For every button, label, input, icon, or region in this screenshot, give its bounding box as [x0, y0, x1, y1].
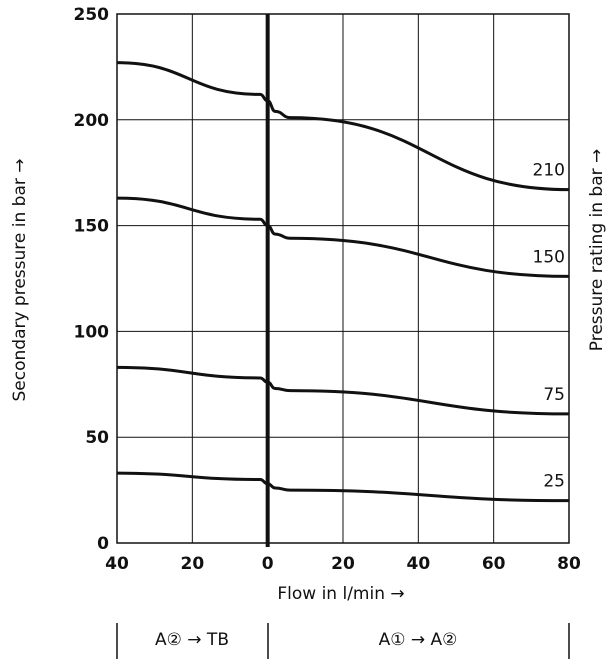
- y-axis-label: Secondary pressure in bar →: [10, 158, 30, 401]
- direction-label-forward: A① → A②: [379, 630, 458, 650]
- series-labels: 210 150 75 25: [533, 161, 565, 492]
- x-tick-labels: 40 20 0 20 40 60 80: [105, 554, 581, 574]
- series-line-210: [116, 61, 570, 192]
- grid-lines: [117, 14, 569, 543]
- direction-label-reverse: A② → TB: [155, 630, 229, 650]
- y-tick-label: 50: [85, 428, 109, 448]
- x-tick-label: 20: [180, 554, 204, 574]
- y-tick-label: 250: [74, 5, 110, 25]
- y-tick-label: 200: [74, 111, 110, 131]
- series-line-75: [116, 365, 570, 416]
- series-label-150: 150: [533, 247, 565, 267]
- x-tick-label: 20: [331, 554, 355, 574]
- series-label-25: 25: [543, 472, 565, 492]
- x-tick-label: 80: [557, 554, 581, 574]
- x-tick-label: 60: [482, 554, 506, 574]
- series-line-25: [116, 471, 570, 503]
- y-tick-label: 150: [74, 217, 110, 237]
- y-tick-label: 100: [74, 322, 110, 342]
- series-label-210: 210: [533, 161, 565, 181]
- x-tick-label: 0: [262, 554, 274, 574]
- flow-direction-row: A② → TB A① → A②: [116, 623, 570, 659]
- y-tick-labels: 0 50 100 150 200 250: [74, 5, 110, 554]
- y-tick-label: 0: [97, 534, 109, 554]
- series-label-75: 75: [543, 385, 565, 405]
- secondary-y-axis-label: Pressure rating in bar →: [587, 149, 607, 352]
- x-axis-label: Flow in l/min →: [277, 584, 404, 604]
- series-lines: [116, 61, 570, 503]
- plot-frame: [116, 13, 570, 544]
- x-tick-label: 40: [406, 554, 430, 574]
- series-line-150: [116, 196, 570, 278]
- x-tick-label: 40: [105, 554, 129, 574]
